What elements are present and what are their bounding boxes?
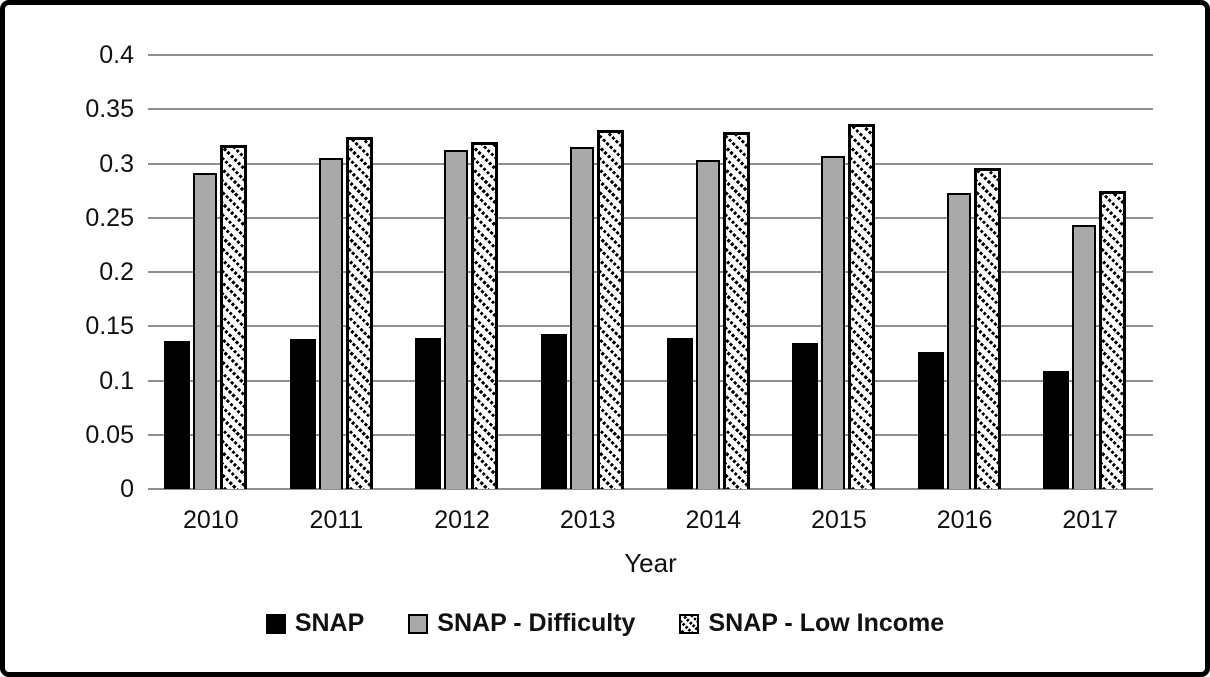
gridline-0.1: [148, 379, 1153, 382]
bar-snap-difficulty-2012: [444, 150, 469, 489]
x-tick-label-2011: 2011: [309, 506, 364, 534]
x-tick-label-2015: 2015: [811, 506, 867, 534]
legend-label-snap-difficulty: SNAP - Difficulty: [437, 609, 636, 637]
x-tick-label-2014: 2014: [685, 506, 742, 534]
gridline-0.15: [148, 325, 1153, 328]
bar-snap-difficulty-2016: [946, 192, 971, 489]
bar-snap-2012: [415, 338, 442, 489]
bar-snap-difficulty-2015: [821, 155, 846, 489]
bar-snap-2013: [540, 333, 567, 489]
gridline-0.35: [148, 108, 1153, 111]
legend-item-snap-difficulty: SNAP - Difficulty: [408, 609, 635, 638]
y-tick-label-0.15: 0.15: [85, 312, 134, 341]
gridline-0.25: [148, 216, 1153, 219]
x-tick-label-2012: 2012: [434, 506, 490, 534]
legend-swatch-snap-difficulty-icon: [408, 613, 429, 634]
bar-snap-low-income-2013: [596, 129, 624, 489]
x-tick-label-2017: 2017: [1062, 506, 1118, 534]
bar-snap-2010: [164, 341, 190, 489]
gridline-0.4: [148, 54, 1153, 56]
y-tick-label-0.35: 0.35: [85, 95, 134, 124]
y-tick-label-0.4: 0.4: [99, 41, 134, 69]
x-tick-label-2016: 2016: [936, 506, 993, 534]
legend-label-snap: SNAP: [294, 609, 365, 637]
plot-area: 0 0.05 0.1 0.15 0.2 0.25 0.3 0.35 0.4 2010 2011 20…: [85, 41, 1153, 534]
x-axis-title: Year: [624, 548, 677, 578]
bar-snap-2011: [289, 339, 316, 489]
legend-swatch-snap-low-income-icon: [679, 613, 700, 634]
legend-item-snap: SNAP: [265, 609, 365, 638]
bar-snap-difficulty-2010: [193, 173, 217, 489]
gridline-0.05: [148, 433, 1153, 436]
bar-snap-low-income-2015: [848, 124, 876, 489]
bar-snap-low-income-2012: [471, 141, 499, 489]
y-tick-label-0: 0: [120, 475, 134, 503]
gridline-0: [148, 488, 1153, 490]
bar-snap-low-income-2014: [722, 132, 750, 489]
bar-snap-difficulty-2013: [569, 147, 594, 489]
bar-snap-2017: [1043, 370, 1070, 489]
bar-snap-2014: [666, 338, 693, 489]
bar-snap-difficulty-2011: [318, 158, 343, 489]
bar-snap-low-income-2010: [220, 145, 247, 489]
x-tick-label-2013: 2013: [559, 506, 616, 534]
legend-item-snap-low-income: SNAP - Low Income: [679, 609, 944, 638]
y-tick-label-0.05: 0.05: [85, 420, 134, 449]
bar-snap-difficulty-2017: [1072, 225, 1097, 489]
x-tick-label-2010: 2010: [183, 506, 239, 534]
bar-snap-low-income-2011: [345, 137, 373, 489]
y-tick-label-0.1: 0.1: [99, 366, 134, 395]
bar-snap-low-income-2016: [973, 167, 1001, 489]
gridline-0.2: [148, 271, 1153, 273]
legend: SNAP SNAP - Difficulty SNAP - Low Income: [5, 609, 1205, 638]
bar-snap-2015: [792, 342, 819, 489]
gridline-0.3: [148, 162, 1153, 165]
y-tick-label-0.2: 0.2: [99, 258, 134, 286]
y-tick-label-0.25: 0.25: [85, 203, 134, 232]
legend-swatch-snap-icon: [265, 613, 286, 634]
bar-snap-2016: [917, 352, 944, 489]
bar-snap-difficulty-2014: [695, 160, 720, 489]
y-tick-label-0.3: 0.3: [99, 149, 134, 178]
bar-snap-low-income-2017: [1099, 190, 1127, 489]
legend-label-snap-low-income: SNAP - Low Income: [708, 609, 945, 637]
